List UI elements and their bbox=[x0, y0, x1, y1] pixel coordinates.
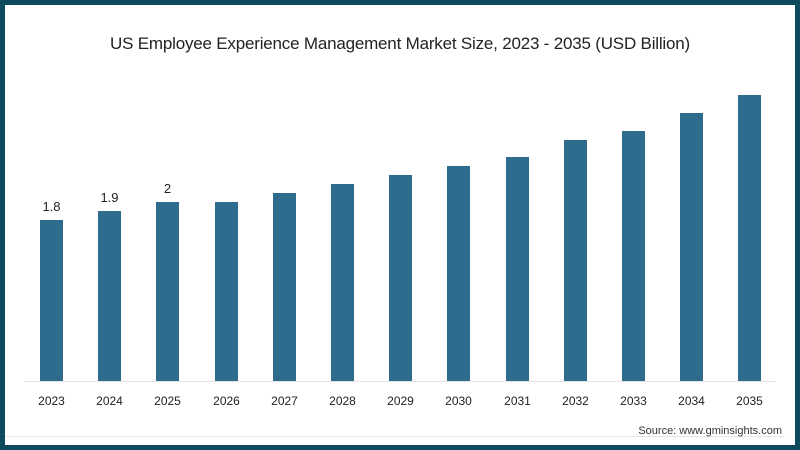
data-label: 1.9 bbox=[100, 190, 119, 205]
bar-2026 bbox=[215, 202, 238, 381]
x-tick-label: 2026 bbox=[213, 394, 240, 408]
bar-2033 bbox=[622, 131, 645, 381]
x-tick-label: 2024 bbox=[96, 394, 123, 408]
x-tick-label: 2031 bbox=[504, 394, 531, 408]
bar-2024 bbox=[98, 211, 121, 381]
x-tick-label: 2035 bbox=[736, 394, 763, 408]
x-tick-label: 2032 bbox=[562, 394, 589, 408]
bar-2035 bbox=[738, 95, 761, 381]
x-axis-line bbox=[24, 381, 776, 382]
x-tick-label: 2029 bbox=[387, 394, 414, 408]
bar-2027 bbox=[273, 193, 296, 381]
chart-title: US Employee Experience Management Market… bbox=[110, 34, 690, 53]
x-tick-label: 2023 bbox=[38, 394, 65, 408]
x-tick-label: 2027 bbox=[271, 394, 298, 408]
bar-2030 bbox=[447, 166, 470, 381]
bar-2029 bbox=[389, 175, 412, 381]
x-tick-label: 2034 bbox=[678, 394, 705, 408]
bar-2025 bbox=[156, 202, 179, 381]
data-label: 2 bbox=[163, 181, 172, 196]
bar-2031 bbox=[506, 157, 529, 381]
x-tick-label: 2033 bbox=[620, 394, 647, 408]
data-label: 1.8 bbox=[42, 199, 61, 214]
bar-2034 bbox=[680, 113, 703, 381]
divider bbox=[5, 436, 785, 437]
x-tick-label: 2030 bbox=[445, 394, 472, 408]
bar-2028 bbox=[331, 184, 354, 381]
bar-2023 bbox=[40, 220, 63, 381]
x-tick-label: 2028 bbox=[329, 394, 356, 408]
source-note: Source: www.gminsights.com bbox=[638, 425, 782, 437]
x-tick-label: 2025 bbox=[154, 394, 181, 408]
bar-2032 bbox=[564, 140, 587, 381]
